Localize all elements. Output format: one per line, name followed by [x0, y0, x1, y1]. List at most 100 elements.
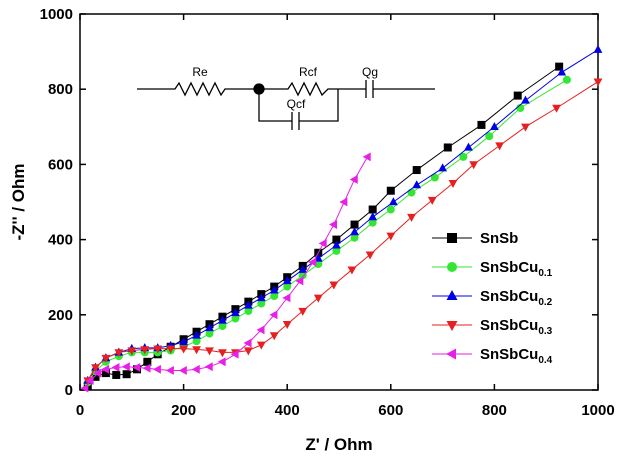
data-point: [205, 329, 214, 338]
data-point: [386, 186, 395, 195]
data-point: [430, 173, 439, 182]
data-point: [91, 372, 100, 381]
data-point: [283, 282, 292, 291]
data-point: [143, 357, 152, 366]
plot-frame: [79, 13, 599, 391]
data-point: [243, 300, 253, 309]
data-point: [368, 205, 377, 214]
legend-label: SnSbCu0.1: [480, 259, 553, 279]
data-point: [257, 299, 266, 308]
data-point: [191, 364, 200, 374]
data-point: [142, 363, 151, 373]
data-point: [282, 293, 291, 303]
data-point: [101, 354, 111, 363]
data-point: [407, 213, 416, 222]
data-point: [179, 337, 188, 346]
x-tick-label: 0: [76, 402, 84, 419]
y-tick-label: 200: [48, 307, 73, 324]
data-point: [329, 281, 339, 290]
circuit-wire: [299, 89, 339, 122]
data-point: [349, 175, 358, 184]
series-line: [87, 81, 599, 381]
y-tick-label: 400: [48, 232, 73, 249]
data-point: [368, 212, 378, 221]
data-point: [339, 197, 348, 207]
data-point: [308, 257, 317, 267]
data-point: [368, 218, 377, 227]
data-point: [298, 264, 308, 273]
y-tick-label: 0: [65, 382, 73, 399]
data-point: [205, 347, 214, 356]
circuit-wire: [258, 89, 292, 122]
data-point: [464, 142, 473, 151]
circuit-wire: [137, 81, 366, 97]
data-point: [555, 62, 564, 71]
data-point: [192, 346, 201, 355]
data-point: [166, 345, 176, 354]
data-point: [495, 142, 504, 151]
data-point: [114, 349, 124, 358]
data-point: [332, 246, 341, 255]
data-point: [256, 341, 266, 350]
y-axis-title: -Z'' / Ohm: [9, 163, 28, 240]
x-tick-label: 800: [482, 402, 507, 419]
legend-marker: [447, 262, 457, 272]
data-point: [593, 44, 603, 53]
data-point: [256, 325, 265, 335]
data-point: [121, 362, 130, 372]
data-point: [179, 345, 188, 354]
data-point: [350, 233, 359, 242]
data-point: [282, 276, 292, 285]
data-point: [332, 235, 341, 244]
data-point: [269, 310, 278, 320]
data-point: [85, 376, 94, 385]
circuit-node: [253, 83, 265, 95]
data-point: [132, 363, 141, 372]
x-tick-label: 200: [171, 402, 196, 419]
data-point: [204, 362, 213, 372]
legend-label: SnSb: [480, 230, 518, 247]
data-point: [490, 122, 499, 130]
y-tick-label: 600: [48, 156, 73, 173]
data-point: [459, 152, 468, 161]
data-point: [101, 364, 110, 374]
data-point: [218, 315, 227, 324]
data-point: [231, 314, 240, 323]
data-point: [165, 366, 174, 375]
data-point: [448, 180, 458, 188]
data-point: [332, 240, 341, 249]
data-point: [217, 357, 226, 367]
circuit-inset: [137, 80, 435, 130]
legend-marker: [446, 321, 458, 331]
data-point: [112, 370, 121, 379]
data-point: [269, 285, 279, 294]
data-point: [552, 104, 561, 113]
data-point: [205, 323, 214, 332]
data-point: [152, 364, 161, 374]
data-point: [298, 307, 308, 316]
y-tick-label: 1000: [40, 6, 73, 23]
data-point: [386, 232, 396, 241]
data-point: [192, 330, 201, 339]
data-point: [127, 347, 137, 356]
data-point: [362, 152, 371, 162]
data-point: [407, 188, 416, 197]
data-point: [298, 271, 307, 280]
data-point: [365, 251, 375, 260]
x-axis-title: Z' / Ohm: [305, 435, 372, 454]
data-point: [256, 293, 266, 302]
circuit-label: Qg: [362, 65, 378, 79]
data-point: [412, 180, 422, 189]
data-point: [244, 307, 253, 316]
x-tick-label: 1000: [581, 402, 614, 419]
data-point: [513, 91, 522, 100]
data-point: [269, 332, 279, 341]
data-point: [593, 78, 603, 87]
data-point: [427, 196, 437, 205]
data-point: [386, 205, 395, 214]
x-tick-label: 600: [378, 402, 403, 419]
data-point: [318, 238, 327, 248]
circuit-label: Rcf: [299, 65, 318, 79]
series-line: [87, 66, 560, 387]
